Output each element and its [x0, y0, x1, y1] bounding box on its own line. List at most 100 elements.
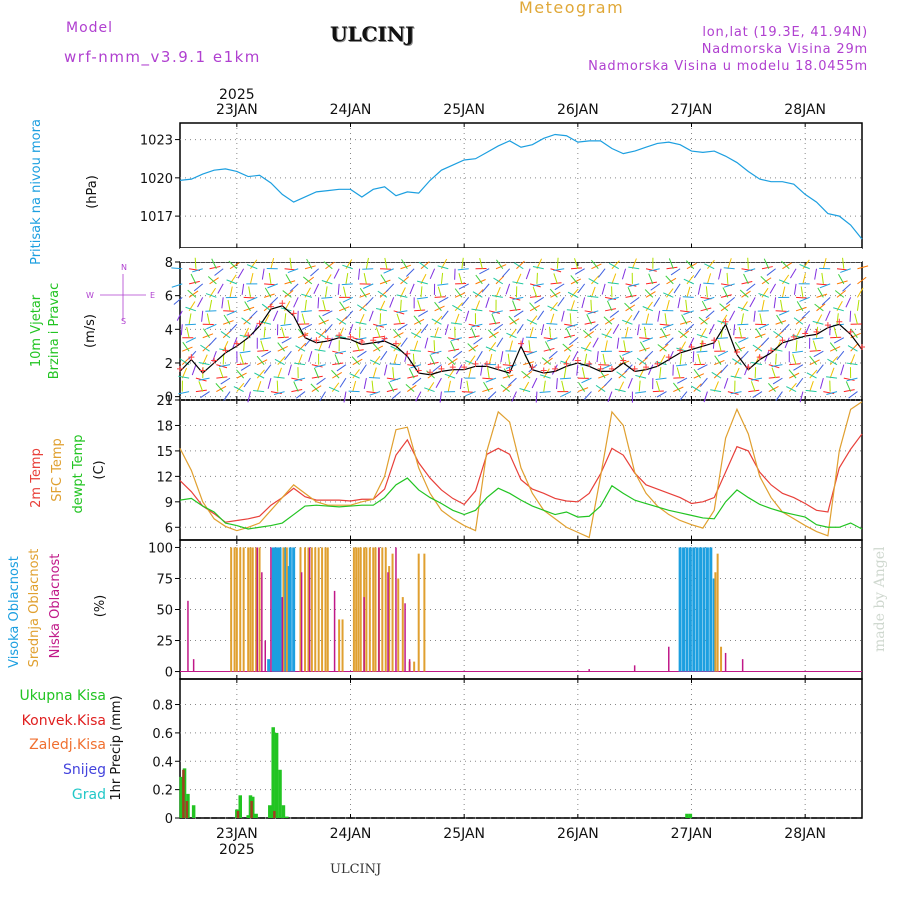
wind-arrow	[284, 268, 296, 271]
mid-cloud-bar	[365, 547, 368, 672]
wind-arrow	[385, 283, 395, 293]
wind-arrow	[508, 377, 517, 386]
wind-arrow	[730, 391, 742, 395]
wind-arrow	[741, 301, 748, 312]
high-cloud-bar	[685, 547, 689, 672]
wind-arrow	[716, 337, 728, 339]
wind-gust-marker	[677, 347, 684, 354]
high-cloud-bar	[288, 547, 292, 672]
wind-arrow	[221, 297, 224, 309]
wind-arrow	[556, 257, 559, 269]
wind-arrow	[452, 304, 463, 312]
wind-arrow	[630, 296, 640, 305]
wind-gust-marker	[768, 347, 775, 354]
wind-arrow	[437, 265, 449, 270]
low-cloud-bar	[668, 646, 670, 672]
wind-arrow	[270, 257, 275, 269]
wind-arrow	[171, 283, 183, 288]
wind-arrow	[339, 377, 347, 388]
wind-arrow	[557, 297, 565, 307]
wind-arrow	[355, 337, 367, 341]
wind-arrow	[481, 283, 490, 293]
wind-arrow	[681, 314, 688, 325]
wind-arrow	[300, 310, 312, 313]
wind-arrow	[734, 341, 742, 352]
wind-arrow	[668, 258, 674, 269]
wind-arrow	[743, 273, 749, 285]
wind-arrow	[185, 306, 197, 312]
high-cloud-bar	[688, 547, 692, 672]
wind-gust-marker	[279, 300, 286, 307]
wind-gust-marker	[608, 365, 615, 372]
wind-arrow	[359, 364, 367, 375]
wind-arrow	[306, 258, 313, 269]
wind-arrow	[569, 337, 579, 346]
wind-arrow	[384, 257, 388, 269]
wind-arrow	[564, 334, 576, 339]
wind-arrow	[532, 265, 544, 270]
wind-arrow	[726, 272, 729, 284]
wind-arrow	[192, 268, 203, 273]
wind-arrow	[567, 291, 579, 298]
wind-arrow	[375, 327, 381, 338]
wind-gust-marker	[597, 365, 604, 372]
wind-arrow	[240, 364, 251, 371]
wind-arrow	[553, 268, 565, 272]
wind-gust-marker	[347, 333, 354, 340]
wind-arrow	[796, 296, 808, 299]
wind-arrow	[534, 296, 545, 304]
wind-arrow	[758, 292, 769, 298]
wind-arrow	[248, 286, 251, 298]
wind-arrow	[338, 316, 348, 325]
wind-arrow	[563, 367, 567, 379]
wind-arrow	[475, 300, 481, 311]
wind-arrow	[748, 389, 760, 393]
wind-arrow	[840, 364, 845, 376]
wind-arrow	[775, 353, 777, 365]
wind-arrow	[773, 330, 783, 339]
wind-arrow	[254, 372, 265, 379]
wind-arrow	[608, 262, 620, 270]
high-cloud-bar	[267, 659, 271, 672]
wind-gust-marker	[563, 360, 570, 367]
wind-arrow	[760, 276, 770, 285]
wind-arrow	[639, 341, 647, 352]
legend-total-rain: Ukupna Kisa	[19, 688, 106, 704]
wind-gust-marker	[370, 337, 377, 344]
wind-arrow	[508, 315, 517, 325]
wind-arrow	[752, 391, 763, 398]
wind-arrow	[181, 356, 191, 366]
wind-arrow	[363, 283, 374, 289]
wind-arrow	[243, 377, 251, 388]
wind-arrow	[427, 361, 439, 366]
wind-arrow	[509, 308, 521, 312]
wind-arrow	[679, 391, 688, 401]
wind-arrow	[802, 273, 806, 284]
mid-cloud-bar	[372, 547, 375, 672]
wind-arrow	[804, 324, 811, 335]
wind-arrow	[767, 382, 776, 392]
wind-arrow	[725, 296, 736, 305]
wind-arrow	[430, 335, 442, 339]
wind-arrow	[198, 377, 210, 381]
wind-arrow	[795, 377, 804, 388]
x-tick-label-bottom: 24JAN	[330, 826, 372, 842]
mid-cloud-bar	[310, 547, 313, 672]
wind-gust-marker	[506, 367, 513, 374]
wind-arrow	[411, 332, 422, 339]
wind-arrow	[737, 306, 749, 312]
wind-arrow	[711, 371, 722, 379]
mid-cloud-bar	[282, 547, 285, 672]
wind-arrow	[295, 391, 306, 399]
wind-arrow	[313, 283, 320, 294]
wind-gust-marker	[733, 349, 740, 356]
wind-arrow	[396, 310, 408, 314]
wind-arrow	[850, 328, 858, 339]
wind-arrow	[591, 275, 600, 285]
wind-arrow	[816, 283, 828, 286]
wind-arrow	[850, 354, 856, 365]
wind-arrow	[666, 266, 678, 270]
wind-arrow	[561, 310, 565, 322]
wind-arrow	[546, 322, 558, 325]
wind-arrow	[239, 354, 245, 365]
